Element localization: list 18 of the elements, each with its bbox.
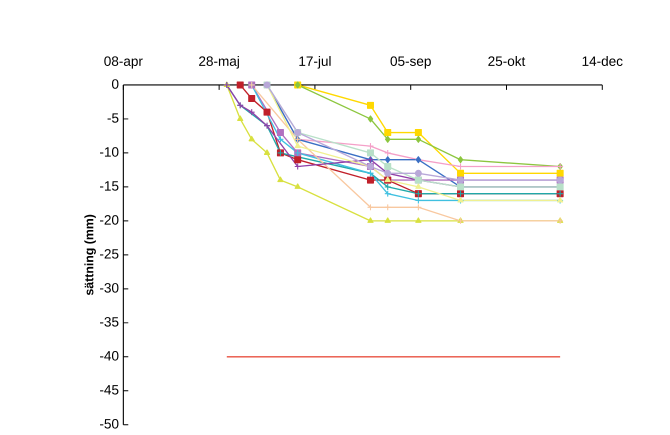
y-tick-label: -10 [100, 147, 118, 157]
y-tick-label: -30 [100, 283, 118, 293]
y-tick-label: -50 [100, 419, 118, 429]
y-tick-label: -15 [100, 181, 118, 191]
y-tick-label: -45 [100, 385, 118, 395]
x-tick-label: 17-jul [299, 56, 331, 69]
x-tick-label: 14-dec [582, 56, 623, 66]
y-tick-label: 0 [112, 79, 118, 89]
y-tick-label: -5 [108, 113, 118, 123]
y-tick-label: -25 [100, 249, 118, 259]
x-tick-label: 05-sep [390, 56, 431, 69]
x-tick-label: 08-apr [104, 56, 143, 69]
x-tick-label: 28-maj [199, 56, 239, 69]
y-tick-label: -20 [100, 215, 118, 225]
y-axis-title: sättning (mm) [84, 214, 96, 296]
y-tick-label: -35 [100, 317, 118, 327]
x-tick-label: 25-okt [488, 56, 526, 66]
y-tick-label: -40 [100, 351, 118, 361]
